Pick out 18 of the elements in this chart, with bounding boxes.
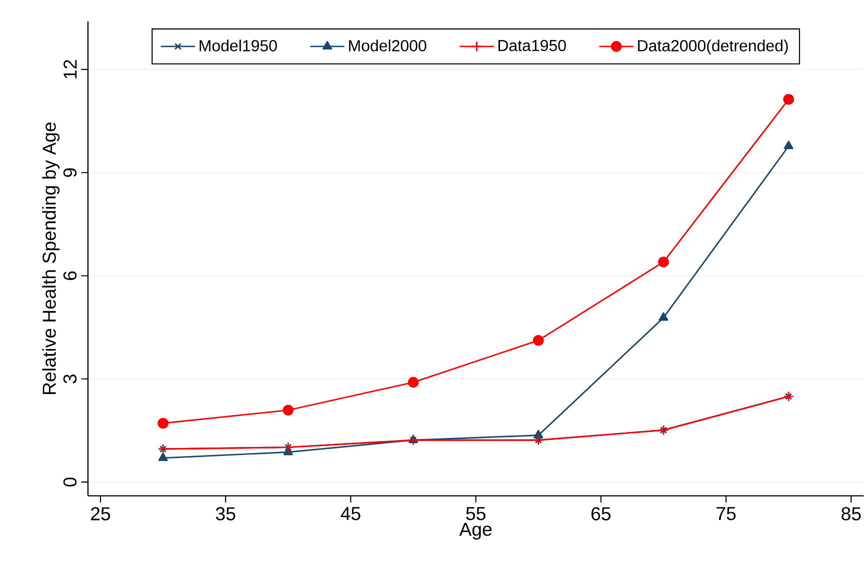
- legend-label: Data1950: [498, 40, 566, 51]
- y-tick-label: 12: [64, 60, 77, 78]
- y-tick-label: 0: [63, 477, 77, 486]
- x-tick-label: 25: [91, 506, 110, 520]
- y-tick-label: 9: [63, 168, 77, 177]
- legend-label: Data2000(detrended): [638, 39, 788, 54]
- legend-label: Model2000: [349, 39, 426, 52]
- x-tick-label: 35: [216, 506, 236, 520]
- x-tick-label: 45: [340, 506, 360, 520]
- x-tick-label: 85: [842, 506, 861, 520]
- legend-label: Model1950: [200, 39, 277, 52]
- y-tick-label: 3: [63, 374, 77, 384]
- y-axis-title: Relative Health Spending by Age: [42, 122, 60, 394]
- x-tick-label: 65: [591, 506, 611, 520]
- x-axis-title: Age: [459, 522, 492, 540]
- x-tick-label: 75: [716, 506, 736, 520]
- y-tick-label: 6: [63, 271, 77, 280]
- x-tick-label: 55: [466, 506, 486, 520]
